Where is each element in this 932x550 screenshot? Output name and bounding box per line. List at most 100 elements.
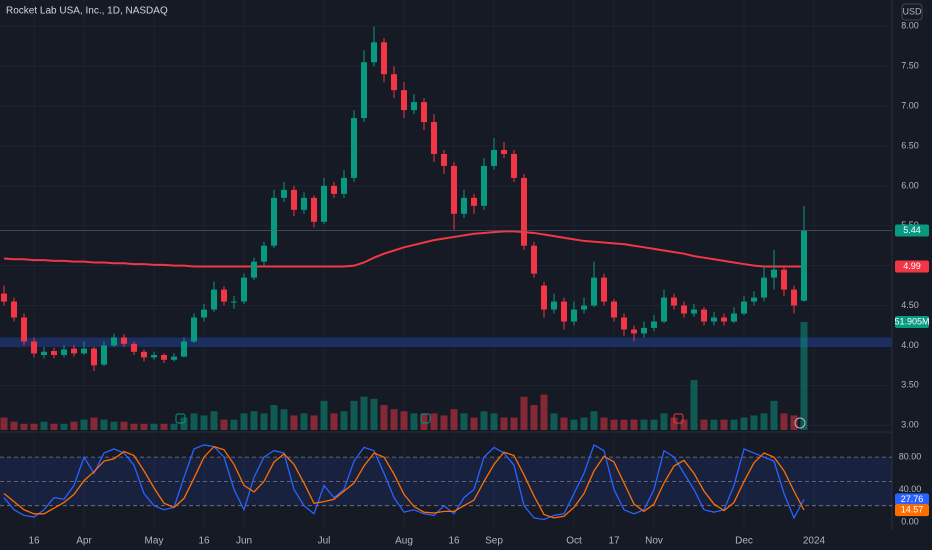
volume-bar: [320, 400, 328, 430]
candle-body: [511, 153, 517, 178]
oscillator-value: 14.57: [901, 504, 924, 514]
candle-body: [581, 305, 587, 310]
volume-bar: [600, 417, 608, 430]
candle-body: [251, 261, 257, 278]
volume-bar: [710, 419, 718, 430]
candle-body: [221, 289, 227, 302]
candle-body: [401, 90, 407, 111]
y-tick-label: 7.50: [901, 61, 919, 71]
candle-body: [61, 349, 67, 356]
candle-body: [471, 197, 477, 206]
volume-bar: [210, 411, 218, 430]
y-tick-label: 7.00: [901, 100, 919, 110]
volume-bar: [400, 411, 408, 430]
candle-body: [541, 285, 547, 310]
volume-bar: [220, 419, 228, 430]
candle-body: [741, 301, 747, 314]
volume-bar: [760, 413, 768, 430]
volume-bar: [20, 423, 28, 430]
candle-body: [651, 321, 657, 328]
x-tick-label: Dec: [735, 536, 753, 547]
candle-body: [231, 301, 237, 303]
candle-body: [661, 297, 667, 322]
candle-body: [571, 309, 577, 322]
x-tick-label: Jun: [236, 536, 252, 547]
volume-bar: [650, 419, 658, 430]
candle-body: [441, 153, 447, 166]
candle-body: [71, 348, 77, 354]
volume-bar: [570, 419, 578, 430]
candle-body: [171, 356, 177, 360]
volume-bar: [130, 423, 138, 430]
last-price-box: [895, 224, 929, 237]
volume-bar: [700, 419, 708, 430]
candle-body: [801, 230, 807, 301]
candle-body: [191, 317, 197, 342]
volume-bar: [510, 417, 518, 430]
candle-body: [1, 293, 7, 302]
candle-body: [371, 42, 377, 63]
volume-bar: [160, 423, 168, 430]
volume-bar: [370, 398, 378, 430]
volume-bar: [290, 415, 298, 430]
y-tick-label: 4.50: [901, 300, 919, 310]
volume-bar: [150, 423, 158, 430]
candle-body: [671, 297, 677, 306]
candle-body: [491, 149, 497, 166]
candle-body: [311, 197, 317, 222]
volume-bar: [360, 396, 368, 430]
x-tick-label: May: [145, 536, 164, 547]
y-tick-label: 3.00: [901, 420, 919, 430]
volume-bar: [270, 405, 278, 430]
volume-bar: [670, 417, 678, 430]
candle-body: [161, 355, 167, 360]
candle-body: [151, 355, 157, 358]
candle-body: [731, 313, 737, 322]
volume-bar: [470, 417, 478, 430]
volume-bar: [640, 419, 648, 430]
volume-bar: [10, 421, 18, 430]
volume-bar: [750, 415, 758, 430]
x-tick-label: 16: [198, 536, 210, 547]
currency[interactable]: USD: [902, 6, 922, 16]
volume-value-box: [895, 316, 929, 329]
volume-bar: [140, 423, 148, 430]
candle-body: [241, 277, 247, 302]
volume-bar: [230, 419, 238, 430]
currency-button[interactable]: [901, 3, 923, 21]
candle-body: [631, 329, 637, 334]
ma-value-box: [895, 260, 929, 273]
volume-bar: [630, 419, 638, 430]
candle-body: [11, 301, 17, 318]
y-tick-label: 4.00: [901, 340, 919, 350]
candle-body: [411, 102, 417, 111]
volume-bar: [60, 423, 68, 430]
candle-body: [691, 309, 697, 314]
y-tick-label: 0.00: [901, 516, 919, 526]
candle-body: [301, 197, 307, 210]
volume-bar: [100, 419, 108, 430]
volume-bar: [340, 411, 348, 430]
x-tick-label: 16: [28, 536, 40, 547]
volume-bar: [530, 405, 538, 430]
candle-body: [131, 343, 137, 352]
volume-bar: [90, 417, 98, 430]
candle-body: [621, 317, 627, 330]
volume-bar: [770, 400, 778, 430]
volume-bar: [380, 405, 388, 430]
x-tick-label: Oct: [566, 536, 582, 547]
candle-body: [321, 185, 327, 222]
candle-body: [521, 177, 527, 246]
y-tick-label: 3.50: [901, 380, 919, 390]
x-tick-label: Sep: [485, 536, 503, 547]
volume-bar: [330, 413, 338, 430]
candle-body: [791, 289, 797, 306]
candle-body: [91, 348, 97, 366]
candle-body: [351, 118, 357, 178]
candle-body: [21, 317, 27, 342]
candle-body: [181, 341, 187, 357]
candle-body: [81, 348, 87, 354]
event-icon: [794, 417, 806, 429]
